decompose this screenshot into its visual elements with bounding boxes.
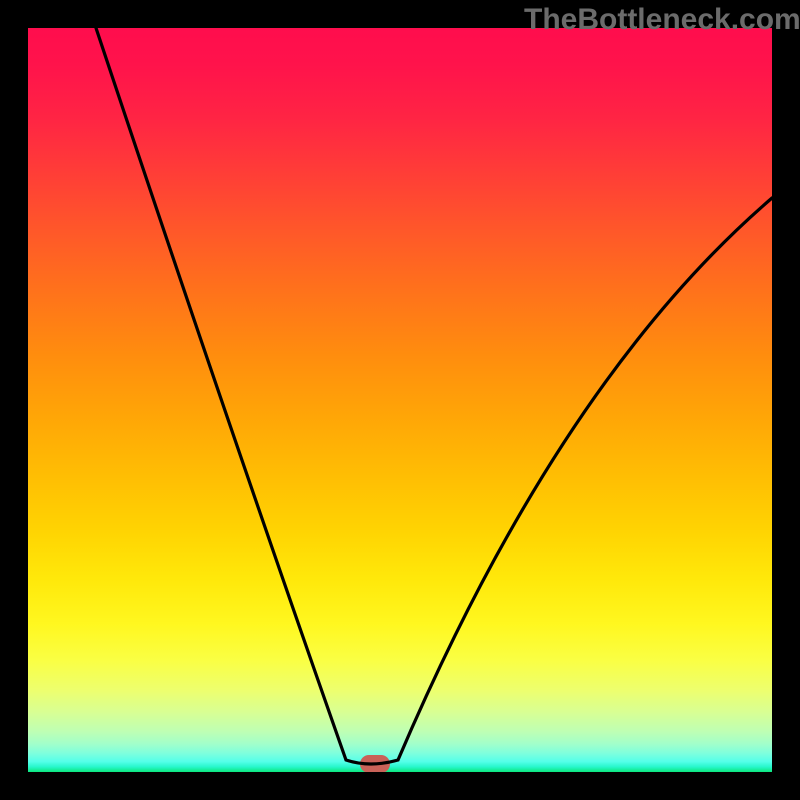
watermark-text: TheBottleneck.com <box>524 3 800 37</box>
frame-border <box>0 772 800 800</box>
frame-border <box>772 0 800 800</box>
frame-border <box>0 0 28 800</box>
bottleneck-curve <box>0 0 800 800</box>
